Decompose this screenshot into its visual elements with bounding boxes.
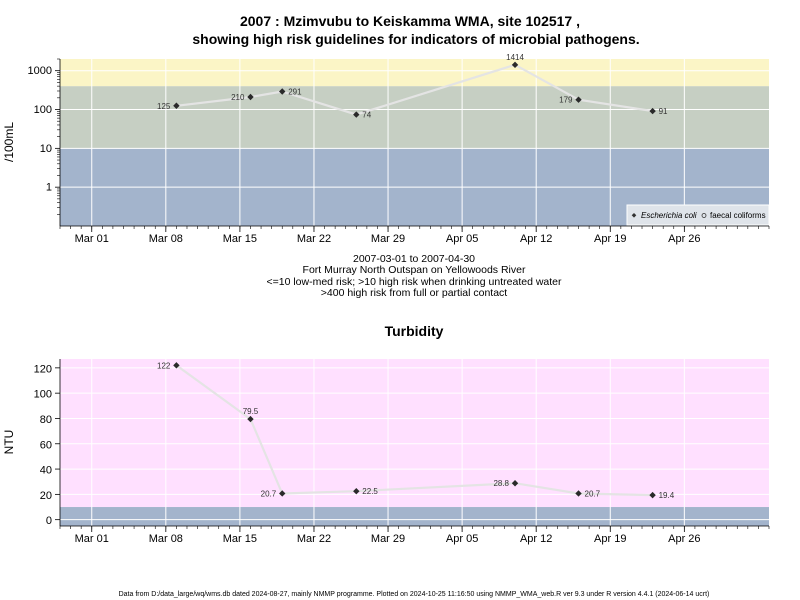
y-tick-label-3: 60 bbox=[40, 439, 52, 451]
data-label-3: 22.5 bbox=[362, 487, 378, 496]
data-label-2: 291 bbox=[288, 88, 302, 97]
chart2-points: 122 79.5 20.7 22.5 28.8 20.7 19.4 bbox=[157, 361, 675, 500]
chart1-legend: Escherichia coli faecal coliforms bbox=[626, 204, 770, 226]
data-label-6: 19.4 bbox=[659, 491, 675, 500]
data-point-0 bbox=[173, 362, 180, 369]
data-label-6: 91 bbox=[659, 107, 668, 116]
chart2-x-ticks: Mar 01 Mar 08 Mar 15 Mar 22 Mar 29 Apr 05 Apr … bbox=[59, 525, 770, 545]
data-label-0: 122 bbox=[157, 361, 171, 370]
chart1-caption-date-range: 2007-03-01 to 2007-04-30 bbox=[353, 253, 475, 265]
chart1-x-ticks: Mar 01 Mar 08 Mar 15 Mar 22 Mar 29 Apr 05 Apr … bbox=[59, 225, 770, 245]
y-tick-label-2: 40 bbox=[40, 465, 52, 477]
legend-circle-marker bbox=[701, 213, 707, 218]
data-point-1 bbox=[247, 93, 254, 101]
chart1-title-line1: 2007 : Mzimvubu to Keiskamma WMA, site 1… bbox=[240, 13, 580, 29]
data-point-4 bbox=[511, 61, 519, 69]
data-label-4: 28.8 bbox=[493, 479, 509, 488]
chart2-title: Turbidity bbox=[385, 323, 444, 339]
chart1-grid bbox=[60, 59, 769, 226]
chart1-caption-low-risk: <=10 low-med risk; >10 high risk when dr… bbox=[266, 276, 562, 288]
x-tick-label-7: Apr 19 bbox=[594, 233, 626, 245]
y-tick-label-4: 80 bbox=[40, 414, 52, 426]
chart1-y-axis-label: /100mL bbox=[2, 122, 16, 162]
y-tick-label-0: 0 bbox=[46, 515, 52, 527]
x-tick-label-1: Mar 08 bbox=[149, 533, 183, 545]
legend-diamond-marker bbox=[631, 213, 637, 218]
data-label-5: 20.7 bbox=[585, 489, 601, 498]
y-tick-label-1: 10 bbox=[40, 143, 52, 155]
x-tick-label-5: Apr 05 bbox=[446, 233, 478, 245]
x-tick-label-3: Mar 22 bbox=[297, 533, 331, 545]
x-tick-label-1: Mar 08 bbox=[149, 233, 183, 245]
x-tick-label-2: Mar 15 bbox=[223, 233, 257, 245]
x-tick-label-2: Mar 15 bbox=[223, 533, 257, 545]
chart1-points: 125 210 291 74 1414 179 91 bbox=[157, 53, 668, 120]
chart1-y-ticks: 1 10 100 1000 bbox=[28, 58, 61, 226]
band-0 bbox=[60, 507, 769, 526]
y-tick-label-1: 20 bbox=[40, 490, 52, 502]
x-tick-label-3: Mar 22 bbox=[297, 233, 331, 245]
legend-entry-faecal: faecal coliforms bbox=[710, 211, 766, 220]
x-tick-label-4: Mar 29 bbox=[371, 533, 405, 545]
data-point-2 bbox=[279, 490, 286, 497]
y-tick-label-3: 1000 bbox=[28, 65, 52, 77]
y-tick-label-5: 100 bbox=[34, 389, 52, 401]
data-point-4 bbox=[511, 480, 519, 487]
x-tick-label-0: Mar 01 bbox=[75, 233, 109, 245]
footer-provenance: Data from D:/data_large/wq/wms.db dated … bbox=[119, 591, 710, 598]
data-label-0: 125 bbox=[157, 102, 171, 111]
x-tick-label-8: Apr 26 bbox=[668, 233, 700, 245]
chart2-y-axis-label: NTU bbox=[2, 430, 16, 455]
data-point-3 bbox=[353, 111, 360, 118]
y-tick-label-6: 120 bbox=[34, 363, 52, 375]
data-point-1 bbox=[247, 415, 254, 423]
y-tick-label-0: 1 bbox=[46, 182, 52, 194]
band-2 bbox=[60, 59, 769, 87]
x-tick-label-0: Mar 01 bbox=[75, 533, 109, 545]
data-label-1: 79.5 bbox=[243, 407, 259, 416]
data-label-5: 179 bbox=[559, 96, 573, 105]
legend-entry-ecoli: Escherichia coli bbox=[641, 211, 697, 220]
chart1-title-line2: showing high risk guidelines for indicat… bbox=[192, 31, 639, 47]
data-point-2 bbox=[279, 88, 286, 95]
data-point-5 bbox=[575, 490, 582, 497]
data-point-0 bbox=[173, 102, 180, 109]
data-label-1: 210 bbox=[231, 93, 245, 102]
chart2-y-ticks: 0 20 40 60 80 100 120 bbox=[34, 359, 61, 527]
chart1-caption-high-risk: >400 high risk from full or partial cont… bbox=[321, 287, 508, 299]
x-tick-label-6: Apr 12 bbox=[520, 533, 552, 545]
y-tick-label-2: 100 bbox=[34, 104, 52, 116]
chart2-bands bbox=[60, 359, 769, 526]
data-label-3: 74 bbox=[362, 111, 371, 120]
x-tick-label-8: Apr 26 bbox=[668, 533, 700, 545]
data-point-6 bbox=[649, 491, 656, 499]
chart1-risk-bands bbox=[60, 59, 769, 226]
band-1 bbox=[60, 359, 769, 508]
data-label-2: 20.7 bbox=[261, 489, 277, 498]
x-tick-label-6: Apr 12 bbox=[520, 233, 552, 245]
x-tick-label-4: Mar 29 bbox=[371, 233, 405, 245]
data-point-3 bbox=[353, 488, 360, 495]
x-tick-label-7: Apr 19 bbox=[594, 533, 626, 545]
x-tick-label-5: Apr 05 bbox=[446, 533, 478, 545]
data-point-5 bbox=[575, 96, 582, 103]
chart1-caption-site: Fort Murray North Outspan on Yellowoods … bbox=[303, 264, 526, 276]
legend-box bbox=[626, 204, 770, 226]
data-label-4: 1414 bbox=[506, 53, 524, 62]
data-point-6 bbox=[649, 107, 656, 115]
